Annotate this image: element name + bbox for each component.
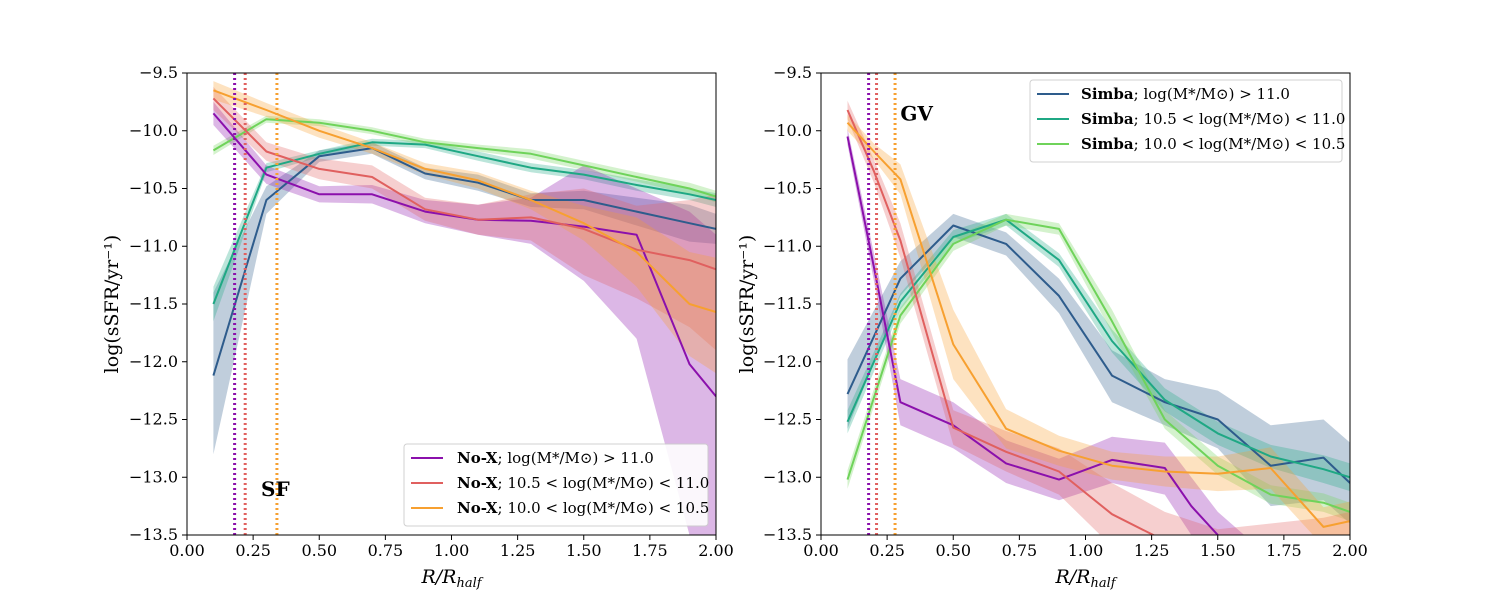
left-y-axis-label: log(sSFR/yr⁻¹) — [101, 235, 123, 374]
right-series-line-3 — [846, 136, 1220, 535]
left-x-tick-label-5: 1.25 — [500, 541, 536, 560]
right-series-line-2 — [846, 218, 1350, 513]
left-series-line-1 — [212, 141, 716, 305]
left-x-tick-label-3: 0.75 — [368, 541, 404, 560]
right-x-tick-label-2: 0.50 — [935, 541, 971, 560]
left-series-line-4 — [212, 97, 716, 271]
right-band-0 — [847, 213, 1350, 524]
left-legend-frame — [403, 443, 709, 527]
left-panel: 0.00 0.25 0.50 0.75 1.00 1.25 1.50 1.75 2.00 −9.… — [101, 63, 734, 591]
left-x-tick-label-8: 2.00 — [698, 541, 734, 560]
right-x-tick-label-3: 0.75 — [1002, 541, 1038, 560]
right-legend: Simba; log(M*/M⊙) > 11.0 Simba; 10.5 < l… — [1029, 79, 1345, 163]
left-x-tick-label-1: 0.25 — [235, 541, 271, 560]
left-x-tick-label-7: 1.75 — [632, 541, 668, 560]
left-y-tick-label-3: −11.0 — [129, 236, 178, 255]
left-y-tick-label-1: −10.0 — [129, 121, 178, 140]
left-band-5 — [213, 81, 716, 374]
left-legend-entry-2: No-X; 10.0 < log(M*/M⊙) < 10.5 — [457, 499, 709, 517]
right-panel: 0.00 0.25 0.50 0.75 1.00 1.25 1.50 1.75 2.00 −9.… — [736, 63, 1368, 591]
left-band-3 — [213, 101, 716, 535]
right-y-tick-label-3: −11.0 — [763, 236, 812, 255]
left-y-tick-label-2: −10.5 — [129, 179, 178, 198]
right-y-tick-label-0: −9.5 — [773, 63, 812, 82]
right-band-3 — [847, 128, 1245, 535]
right-x-tick-label-0: 0.00 — [803, 541, 839, 560]
left-series-line-5 — [213, 89, 716, 314]
right-y-tick-label-8: −13.5 — [763, 525, 812, 544]
left-lines — [212, 89, 716, 398]
right-x-tick-label-1: 0.25 — [869, 541, 905, 560]
left-y-tick-label-8: −13.5 — [129, 525, 178, 544]
right-series-line-0 — [846, 224, 1350, 484]
left-legend: No-X; log(M*/M⊙) > 11.0 No-X; 10.5 < log… — [403, 443, 709, 527]
left-x-ticks: 0.00 0.25 0.50 0.75 1.00 1.25 1.50 1.75 2.00 — [169, 535, 734, 560]
left-y-tick-label-7: −13.0 — [129, 467, 178, 486]
left-legend-entry-0: No-X; log(M*/M⊙) > 11.0 — [457, 449, 654, 467]
right-vlines — [867, 73, 897, 535]
right-x-tick-label-4: 1.00 — [1068, 541, 1104, 560]
right-x-ticks: 0.00 0.25 0.50 0.75 1.00 1.25 1.50 1.75 2.00 — [803, 535, 1368, 560]
right-legend-frame — [1029, 79, 1343, 163]
left-y-tick-label-6: −12.5 — [129, 410, 178, 429]
right-y-tick-label-7: −13.0 — [763, 467, 812, 486]
right-y-tick-label-5: −12.0 — [763, 352, 812, 371]
right-x-tick-label-8: 2.00 — [1332, 541, 1368, 560]
left-series-line-2 — [212, 118, 716, 198]
right-annotation-gv: GV — [900, 101, 933, 125]
right-legend-entry-1: Simba; 10.5 < log(M*/M⊙) < 11.0 — [1081, 110, 1345, 128]
right-legend-entry-2: Simba; 10.0 < log(M*/M⊙) < 10.5 — [1081, 135, 1345, 153]
right-legend-entry-0: Simba; log(M*/M⊙) > 11.0 — [1081, 85, 1290, 103]
left-legend-entry-1: No-X; 10.5 < log(M*/M⊙) < 11.0 — [457, 474, 709, 492]
left-y-ticks: −9.5 −10.0 −10.5 −11.0 −11.5 −12.0 −12.5 −13.0 −… — [129, 63, 187, 544]
right-y-tick-label-6: −12.5 — [763, 410, 812, 429]
left-x-tick-label-2: 0.50 — [301, 541, 337, 560]
right-y-tick-label-4: −11.5 — [763, 294, 812, 313]
left-y-tick-label-5: −12.0 — [129, 352, 178, 371]
left-series-line-0 — [212, 147, 716, 376]
left-x-tick-label-6: 1.50 — [566, 541, 602, 560]
right-bands — [847, 100, 1350, 535]
right-band-2 — [847, 213, 1350, 522]
left-vlines — [233, 73, 279, 535]
right-x-tick-label-7: 1.75 — [1266, 541, 1302, 560]
right-x-axis-label: R/Rhalf — [1054, 566, 1117, 591]
right-y-tick-label-2: −10.5 — [763, 179, 812, 198]
right-y-axis-label: log(sSFR/yr⁻¹) — [736, 235, 758, 374]
left-annotation-sf: SF — [261, 477, 290, 501]
right-y-ticks: −9.5 −10.0 −10.5 −11.0 −11.5 −12.0 −12.5 −13.0 −… — [763, 63, 821, 544]
left-x-tick-label-0: 0.00 — [169, 541, 205, 560]
left-y-tick-label-0: −9.5 — [139, 63, 178, 82]
right-series-line-1 — [846, 218, 1350, 479]
right-x-tick-label-5: 1.25 — [1134, 541, 1170, 560]
left-x-tick-label-4: 1.00 — [434, 541, 470, 560]
right-y-tick-label-1: −10.0 — [763, 121, 812, 140]
left-y-tick-label-4: −11.5 — [129, 294, 178, 313]
right-x-tick-label-6: 1.50 — [1200, 541, 1236, 560]
left-x-axis-label: R/Rhalf — [420, 566, 483, 591]
right-band-4 — [847, 100, 1350, 535]
